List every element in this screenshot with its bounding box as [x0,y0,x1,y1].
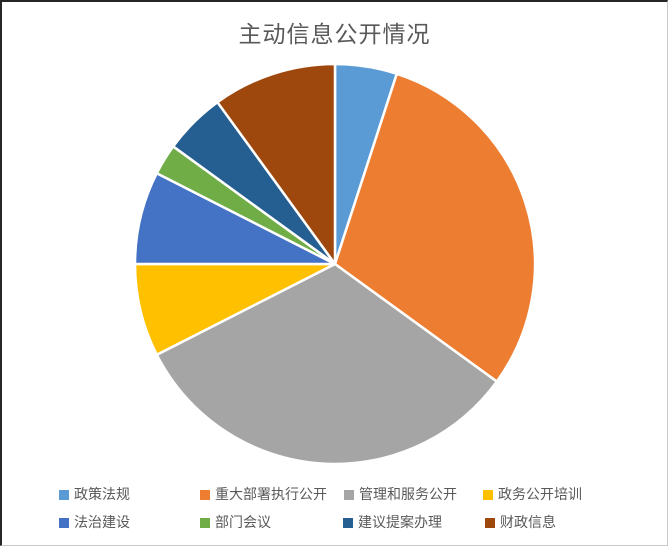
legend-item-3[interactable]: 政务公开培训 [483,487,582,502]
legend-swatch-7-icon [485,517,495,528]
legend-swatch-6-icon [343,517,353,528]
legend-label-6: 建议提案办理 [358,514,442,530]
pie-slice-1[interactable] [333,72,537,383]
legend-label-5: 部门会议 [215,514,271,530]
legend-swatch-3-icon [483,489,493,500]
legend-item-5[interactable]: 部门会议 [200,515,271,530]
legend-label-1: 重大部署执行公开 [215,486,327,502]
legend-label-2: 管理和服务公开 [359,486,457,502]
legend-swatch-1-icon [200,489,210,500]
legend-item-2[interactable]: 管理和服务公开 [344,487,457,502]
pie-slice-7[interactable] [216,62,337,266]
legend-swatch-2-icon [344,489,354,500]
legend-item-6[interactable]: 建议提案办理 [343,515,442,530]
chart-title: 主动信息公开情况 [238,21,431,47]
legend-label-7: 财政信息 [500,514,556,530]
legend-item-7[interactable]: 财政信息 [485,515,556,530]
pie-slice-2[interactable] [155,262,499,466]
legend-label-0: 政策法规 [74,486,130,502]
legend-item-0[interactable]: 政策法规 [59,487,130,502]
legend-label-3: 政务公开培训 [498,486,582,502]
legend-swatch-4-icon [59,517,69,528]
legend-label-4: 法治建设 [74,514,130,530]
legend-item-4[interactable]: 法治建设 [59,515,130,530]
legend-item-1[interactable]: 重大部署执行公开 [200,487,327,502]
legend-swatch-0-icon [59,489,69,500]
legend-swatch-5-icon [200,517,210,528]
